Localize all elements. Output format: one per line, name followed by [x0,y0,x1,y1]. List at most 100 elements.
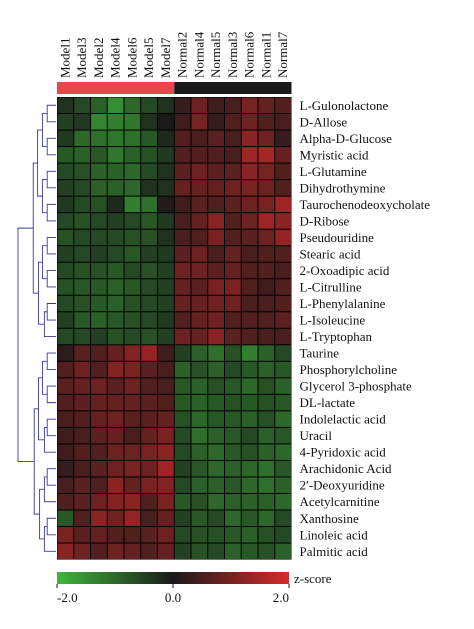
heatmap-cell [57,543,74,560]
heatmap-cell [241,114,258,130]
heatmap-cell [225,328,241,345]
dendrogram-branch [46,418,56,437]
heatmap-cell [241,510,258,527]
heatmap-cell [107,378,124,394]
group-color-bar [57,82,292,94]
column-label-model3: Model3 [74,38,89,78]
heatmap-cell [208,361,224,378]
heatmap-cell [241,427,258,444]
heatmap-cell [174,345,191,361]
heatmap-cell [275,312,291,328]
heatmap-cell [141,213,157,229]
column-label-normal5: Normal5 [208,32,223,78]
heatmap-cell [208,328,224,345]
heatmap-cell [158,262,174,279]
heatmap-cell [174,394,191,411]
heatmap-cell [74,460,90,477]
heatmap-cell [225,180,241,196]
heatmap-cell [208,444,224,460]
heatmap-cell [174,378,191,394]
heatmap-cell [208,196,224,213]
heatmap-cell [57,527,74,543]
heatmap-cell [141,246,157,262]
heatmap-cell [158,477,174,493]
heatmap-cell [275,229,291,246]
dendrogram-branch [46,270,56,288]
heatmap-cell [241,411,258,427]
heatmap-cell [208,411,224,427]
heatmap-cell [225,493,241,510]
heatmap-cell [74,262,90,279]
dendrogram-branch [41,179,48,214]
heatmap-cell [141,460,157,477]
row-label-l-gulonolactone: L-Gulonolactone [300,98,389,113]
group-bar-model [57,82,175,94]
heatmap-cell [275,163,291,180]
dendrogram-branch [43,311,56,337]
dendrogram-branch [43,426,56,453]
heatmap-cell [225,527,241,543]
dendrogram-branch [46,468,56,486]
row-label-phosphorylcholine: Phosphorylcholine [300,362,398,377]
heatmap-cell [57,229,74,246]
heatmap-cell [275,543,291,560]
heatmap-cell [141,180,157,196]
heatmap-cell [158,345,174,361]
row-label-pseudouridine: Pseudouridine [300,230,375,245]
heatmap-cell [124,295,141,312]
heatmap-cell [174,295,191,312]
heatmap-cell [107,477,124,493]
column-label-model4: Model4 [108,37,123,78]
heatmap-cell [208,262,224,279]
heatmap-cell [208,378,224,394]
dendrogram-branch [46,203,56,222]
heatmap-cell [241,444,258,460]
column-label-model1: Model1 [57,38,72,78]
heatmap-cell [91,444,107,460]
heatmap-cell [107,97,124,114]
heatmap-cell [91,114,107,130]
heatmap-cell [91,460,107,477]
heatmap-cell [258,130,275,147]
heatmap-cell [241,361,258,378]
heatmap-cell [191,527,208,543]
heatmap-cell [57,361,74,378]
row-label-2-deoxyuridine: 2′-Deoxyuridine [300,478,385,493]
dendrogram-branch [46,104,56,123]
heatmap-cell [158,97,174,114]
heatmap-cell [124,345,141,361]
heatmap-cell [158,213,174,229]
heatmap-cell [91,510,107,527]
heatmap-cell [174,180,191,196]
heatmap-cell [124,130,141,147]
column-label-model7: Model7 [158,37,173,78]
heatmap-cell [241,246,258,262]
dendrogram-branch [46,517,56,536]
heatmap-cell [241,147,258,163]
dendrogram-branch [43,526,56,552]
heatmap-cell [57,493,74,510]
row-label-l-glutamine: L-Glutamine [300,164,367,179]
heatmap-cell [208,477,224,493]
heatmap-cell [74,510,90,527]
heatmap-cell [275,130,291,147]
heatmap-cell [158,196,174,213]
heatmap-cell [241,477,258,493]
heatmap-cell [141,394,157,411]
heatmap-cell [124,328,141,345]
heatmap-cell [141,427,157,444]
heatmap-cell [141,543,157,560]
heatmap-cell [141,279,157,295]
row-label-l-tryptophan: L-Tryptophan [300,329,373,344]
heatmap-cell [141,114,157,130]
column-label-normal6: Normal6 [242,31,257,78]
heatmap-cell [141,163,157,180]
column-labels: Model1 Model3 Model2 Model4 Model6 Model5 Mode… [57,31,290,78]
heatmap-cell [158,163,174,180]
heatmap-cell [225,130,241,147]
dendrogram-branch [41,113,48,148]
heatmap-cell [107,246,124,262]
heatmap-cell [174,246,191,262]
heatmap-cell [174,130,191,147]
heatmap-cell [57,411,74,427]
